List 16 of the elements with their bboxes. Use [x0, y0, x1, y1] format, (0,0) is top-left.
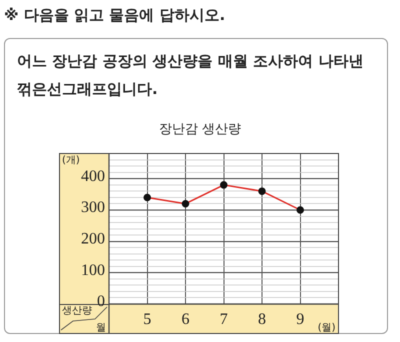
y-tick-label: 100	[81, 262, 105, 279]
text: 어느 장난감 공장의 생산량을 매월 조사하여 나타낸 꺾은선그래프입니다.	[17, 51, 364, 100]
text: ※ 다음을 읽고 물음에 답하시오.	[4, 6, 226, 25]
text: 생산량	[62, 306, 92, 317]
y-tick-label: 300	[81, 199, 105, 216]
x-tick-label: 5	[143, 310, 152, 328]
y-axis-title: (개)	[62, 155, 80, 166]
x-axis-title: (월)	[318, 322, 336, 334]
x-tick-label: 9	[296, 310, 304, 328]
x-tick-label: 6	[182, 310, 190, 328]
y-tick-label: 400	[81, 168, 105, 185]
x-tick-label: 8	[258, 310, 266, 328]
text: 월	[96, 322, 106, 334]
x-tick-label: 7	[220, 310, 228, 328]
chart-title: 장난감 생산량	[158, 121, 242, 138]
y-tick-label: 200	[81, 230, 105, 248]
